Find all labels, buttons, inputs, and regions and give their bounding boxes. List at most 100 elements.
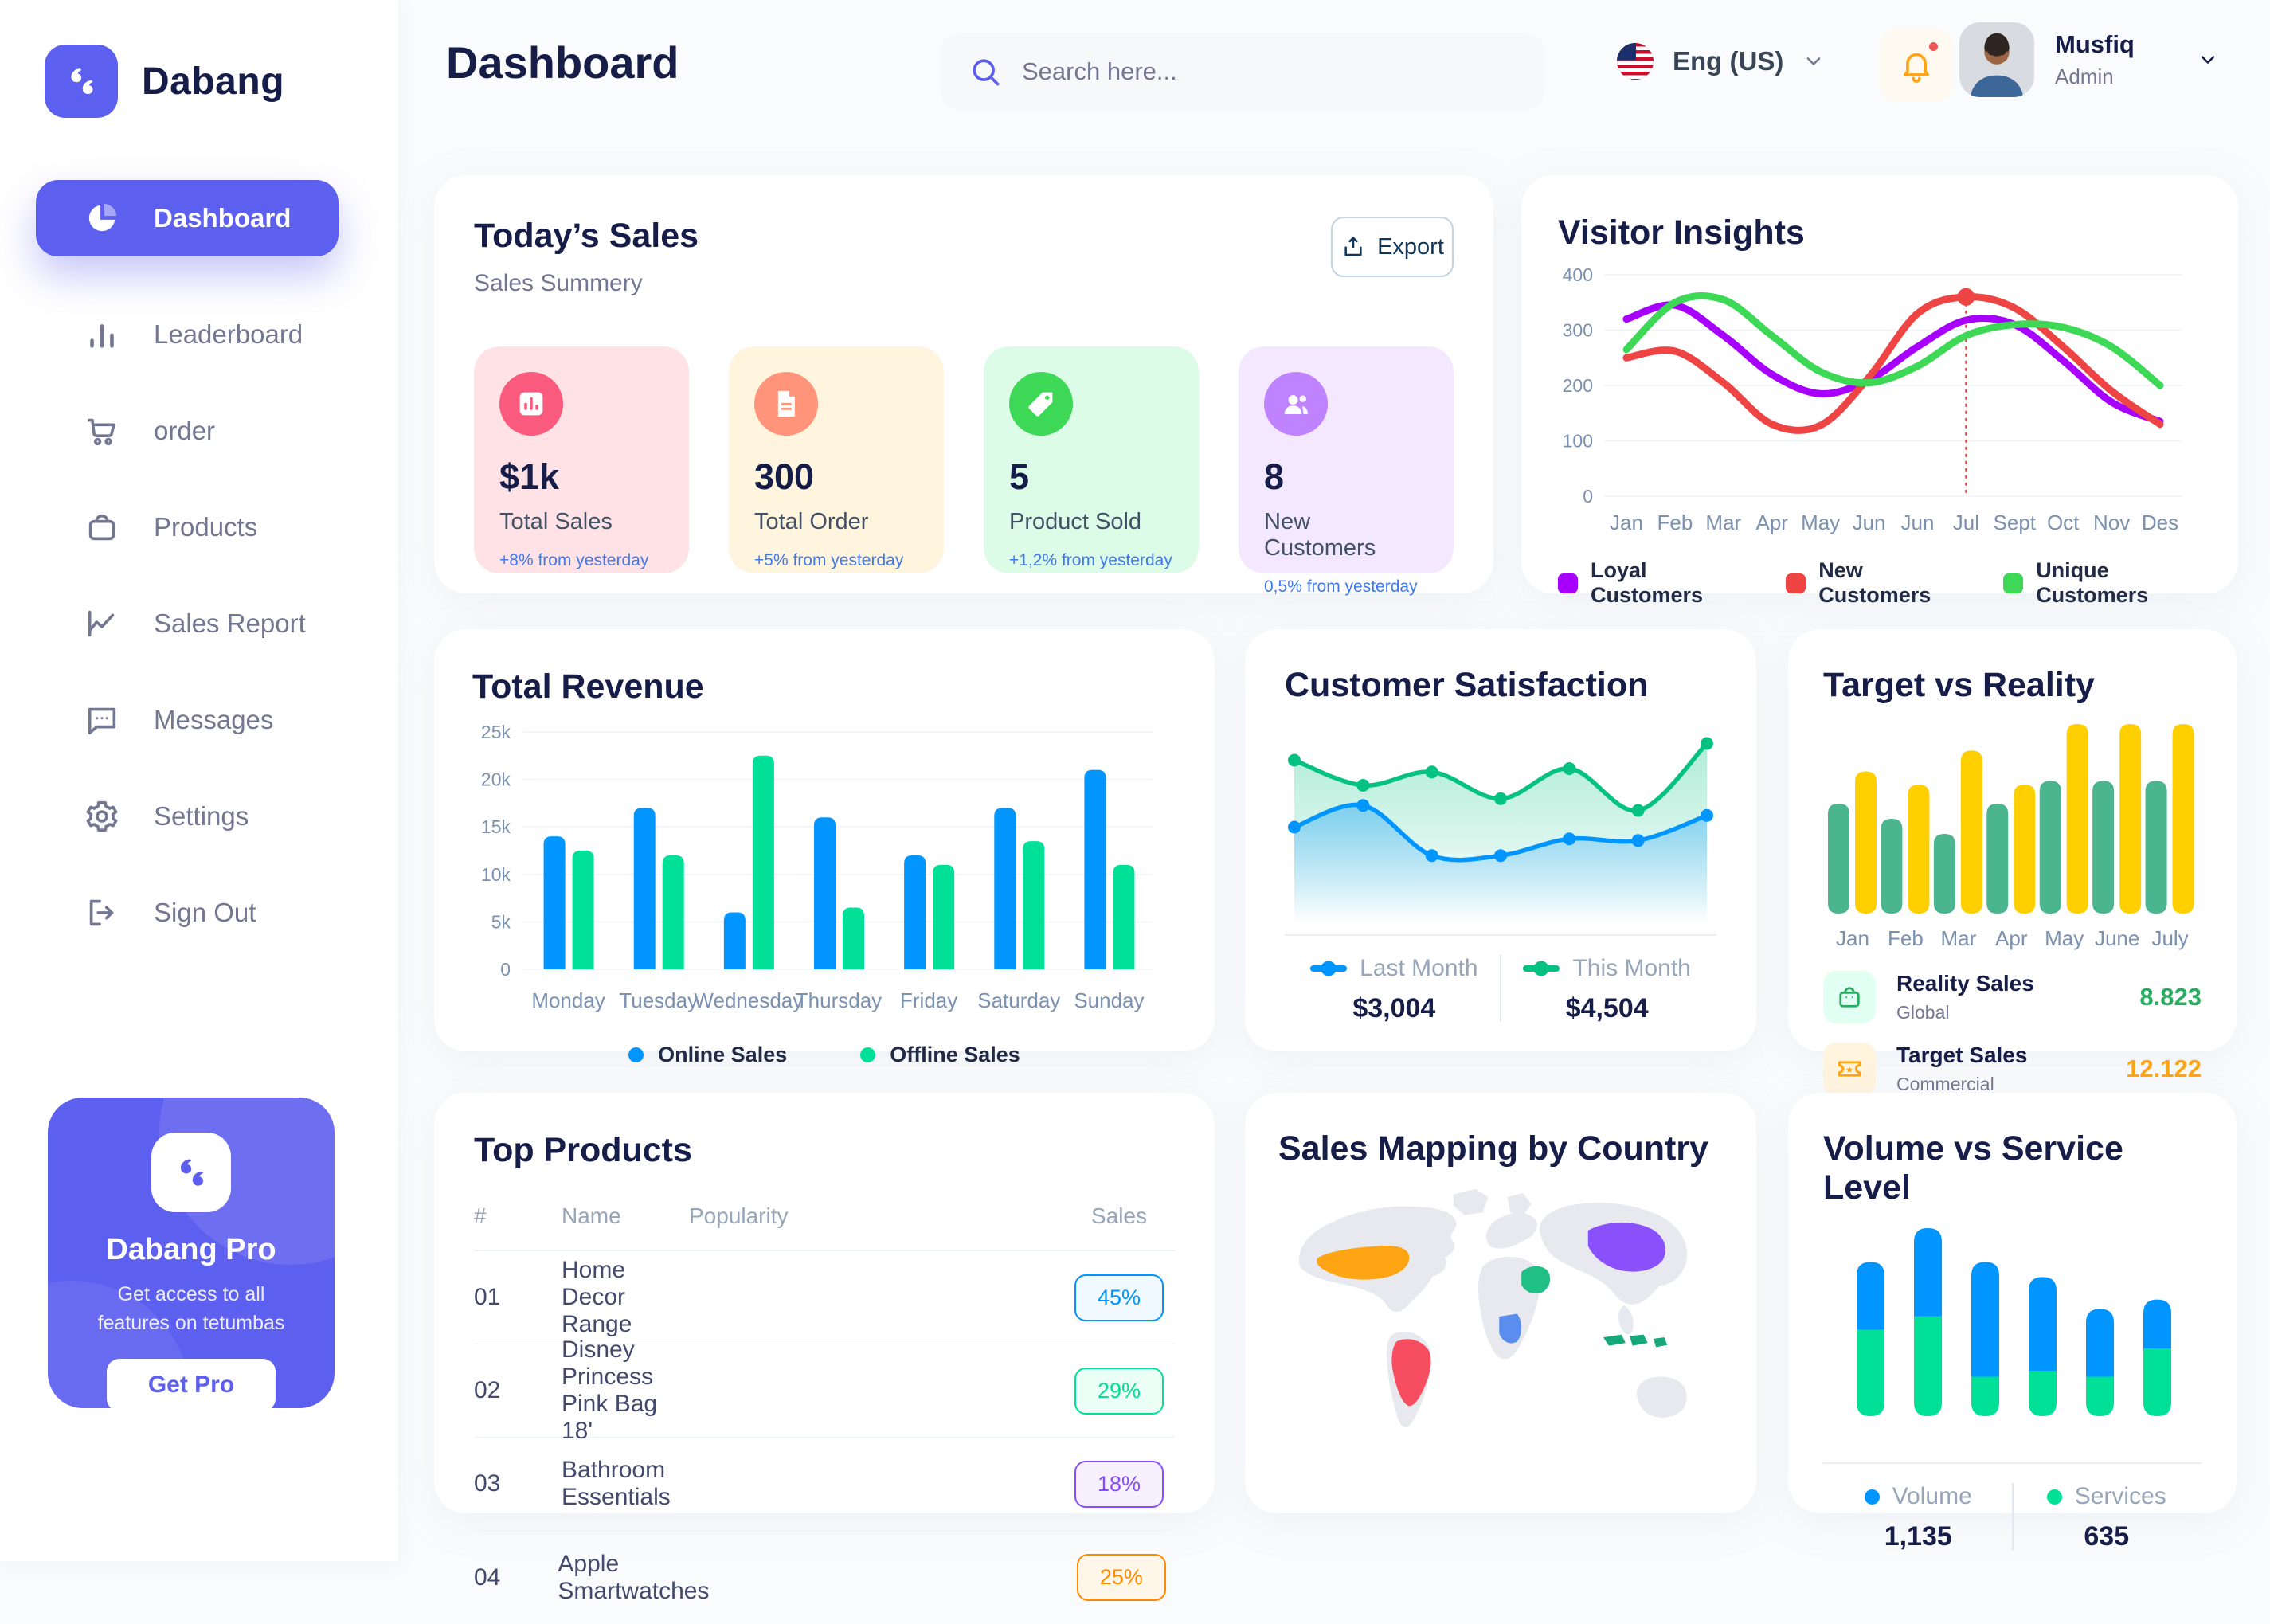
country-indonesia (1603, 1334, 1668, 1348)
svg-text:Oct: Oct (2047, 511, 2080, 534)
target-vs-reality-chart: Jan Feb Mar Apr May June July (1828, 724, 2194, 950)
sidebar-item-label: order (154, 416, 216, 445)
stat-card-total-order: 300 Total Order +5% from yesterday (729, 346, 944, 573)
sales-badge: 45% (1063, 1274, 1175, 1321)
total-revenue-chart: 0 5k 10k 15k 20k 25k Monday TuesdayWednesdayThu… (481, 722, 1154, 1012)
legend-new-customers: New Customers (1786, 558, 1959, 608)
sidebar-item-sales-report[interactable]: Sales Report (0, 585, 398, 662)
svg-text:Mar: Mar (1940, 926, 1976, 950)
logo-text: Dabang (142, 60, 285, 103)
language-label: Eng (US) (1673, 46, 1784, 76)
svg-text:20k: 20k (481, 769, 511, 790)
top-products-rows: 01 Home Decor Range 45% 02 Disney Princes… (474, 1251, 1175, 1624)
bag-icon (1823, 971, 1876, 1023)
world-map (1298, 1188, 1688, 1428)
reality-sales-text: Reality Sales Global (1896, 971, 2034, 1023)
language-selector[interactable]: Eng (US) (1617, 43, 1825, 80)
page-title: Dashboard (446, 37, 679, 88)
svg-text:May: May (2045, 926, 2084, 950)
product-number: 03 (474, 1470, 501, 1497)
sidebar-item-sign-out[interactable]: Sign Out (0, 875, 398, 951)
continent-greenland (1453, 1188, 1489, 1215)
sidebar-item-leaderboard[interactable]: Leaderboard (0, 296, 398, 373)
last-month-marker (1310, 965, 1348, 972)
reality-sales-value: 8.823 (2139, 983, 2202, 1011)
sidebar-item-settings[interactable]: Settings (0, 778, 398, 855)
svg-text:Saturday: Saturday (977, 988, 1060, 1012)
search-icon (968, 54, 1003, 89)
product-name: Home Decor Range (562, 1257, 632, 1337)
volume-vs-service-card: Volume vs Service Level Volume 1,135 Ser… (1788, 1093, 2237, 1552)
svg-text:Jul: Jul (1953, 511, 1979, 534)
target-sales-text: Target Sales Commercial (1896, 1043, 2028, 1094)
sidebar-item-products[interactable]: Products (0, 489, 398, 565)
target-sales-row: Target Sales Commercial 12.122 (1823, 1043, 2202, 1095)
sidebar-item-label: Sales Report (154, 609, 306, 638)
search-input[interactable] (1022, 57, 1517, 86)
volume-vs-service-legend: Volume 1,135 Services 635 (1823, 1483, 2202, 1552)
services-legend: Services 635 (2020, 1483, 2194, 1552)
svg-text:Jun: Jun (1853, 511, 1886, 534)
pie-chart-icon (84, 200, 120, 237)
notifications-button[interactable] (1880, 29, 1953, 102)
stat-card-total-sales: $1k Total Sales +8% from yesterday (474, 346, 689, 573)
dabang-logo-icon (45, 45, 118, 118)
this-month-legend: This Month $4,504 (1508, 955, 1706, 1024)
svg-text:Feb: Feb (1657, 511, 1693, 534)
file-icon (754, 372, 818, 436)
continent-se-asia (1618, 1305, 1634, 1335)
chart-icon (499, 372, 563, 436)
ticket-icon (1823, 1043, 1876, 1095)
stat-label: Total Order (754, 509, 869, 534)
todays-sales-title: Today’s Sales (474, 217, 699, 255)
sales-badge: 29% (1063, 1367, 1175, 1415)
pro-card-subtitle: Get access to all features on tetumbas (97, 1283, 285, 1335)
continent-australia (1636, 1376, 1687, 1418)
svg-text:0: 0 (500, 959, 511, 980)
top-products-card: Top Products # Name Popularity Sales 01 … (434, 1093, 1215, 1604)
product-name: Disney Princess Pink Bag 18' (562, 1336, 658, 1444)
svg-text:Des: Des (2142, 511, 2178, 534)
volume-legend: Volume 1,135 (1831, 1483, 2006, 1552)
sidebar-item-label: Settings (154, 801, 249, 831)
reality-sales-row: Reality Sales Global 8.823 (1823, 971, 2202, 1023)
visitor-insights-title: Visitor Insights (1558, 213, 1805, 252)
svg-text:Nov: Nov (2093, 511, 2130, 534)
top-products-title: Top Products (474, 1131, 692, 1169)
sidebar-item-order[interactable]: order (0, 393, 398, 469)
svg-text:Jan: Jan (1610, 511, 1643, 534)
stat-value: 8 (1264, 456, 1285, 497)
svg-text:July: July (2151, 926, 2188, 950)
sidebar-item-dashboard[interactable]: Dashboard (36, 180, 339, 256)
stat-delta: +5% from yesterday (754, 551, 904, 569)
svg-text:Mar: Mar (1705, 511, 1741, 534)
customer-satisfaction-card: Customer Satisfaction Last Month $3,004 … (1245, 629, 1756, 1051)
legend-online-sales: Online Sales (628, 1043, 787, 1067)
svg-text:June: June (2095, 926, 2139, 950)
cart-icon (84, 413, 120, 449)
export-button[interactable]: Export (1331, 217, 1454, 277)
user-name: Musfiq (2055, 30, 2135, 58)
sidebar-item-messages[interactable]: Messages (0, 682, 398, 758)
bell-icon (1903, 53, 1930, 83)
product-row-03: 03 Bathroom Essentials 18% (474, 1438, 1175, 1531)
tag-icon (1009, 372, 1073, 436)
svg-text:Jan: Jan (1836, 926, 1869, 950)
search-bar[interactable] (941, 33, 1544, 110)
get-pro-button[interactable]: Get Pro (107, 1358, 276, 1408)
message-icon (84, 702, 120, 738)
svg-text:Monday: Monday (531, 988, 605, 1012)
svg-text:Sunday: Sunday (1074, 988, 1144, 1012)
this-month-total: $4,504 (1565, 993, 1649, 1023)
dabang-pro-icon (151, 1133, 231, 1212)
notification-badge (1927, 40, 1940, 53)
svg-text:100: 100 (1563, 431, 1593, 452)
divider (2011, 1483, 2014, 1550)
total-revenue-title: Total Revenue (472, 667, 704, 706)
svg-text:0: 0 (1583, 486, 1593, 507)
profile-menu[interactable]: Musfiq Admin (1959, 22, 2219, 97)
services-dot (2046, 1489, 2062, 1505)
stat-card-product-sold: 5 Product Sold +1,2% from yesterday (984, 346, 1199, 573)
pro-card: Dabang Pro Get access to all features on… (48, 1098, 335, 1408)
stat-label: Total Sales (499, 509, 613, 534)
